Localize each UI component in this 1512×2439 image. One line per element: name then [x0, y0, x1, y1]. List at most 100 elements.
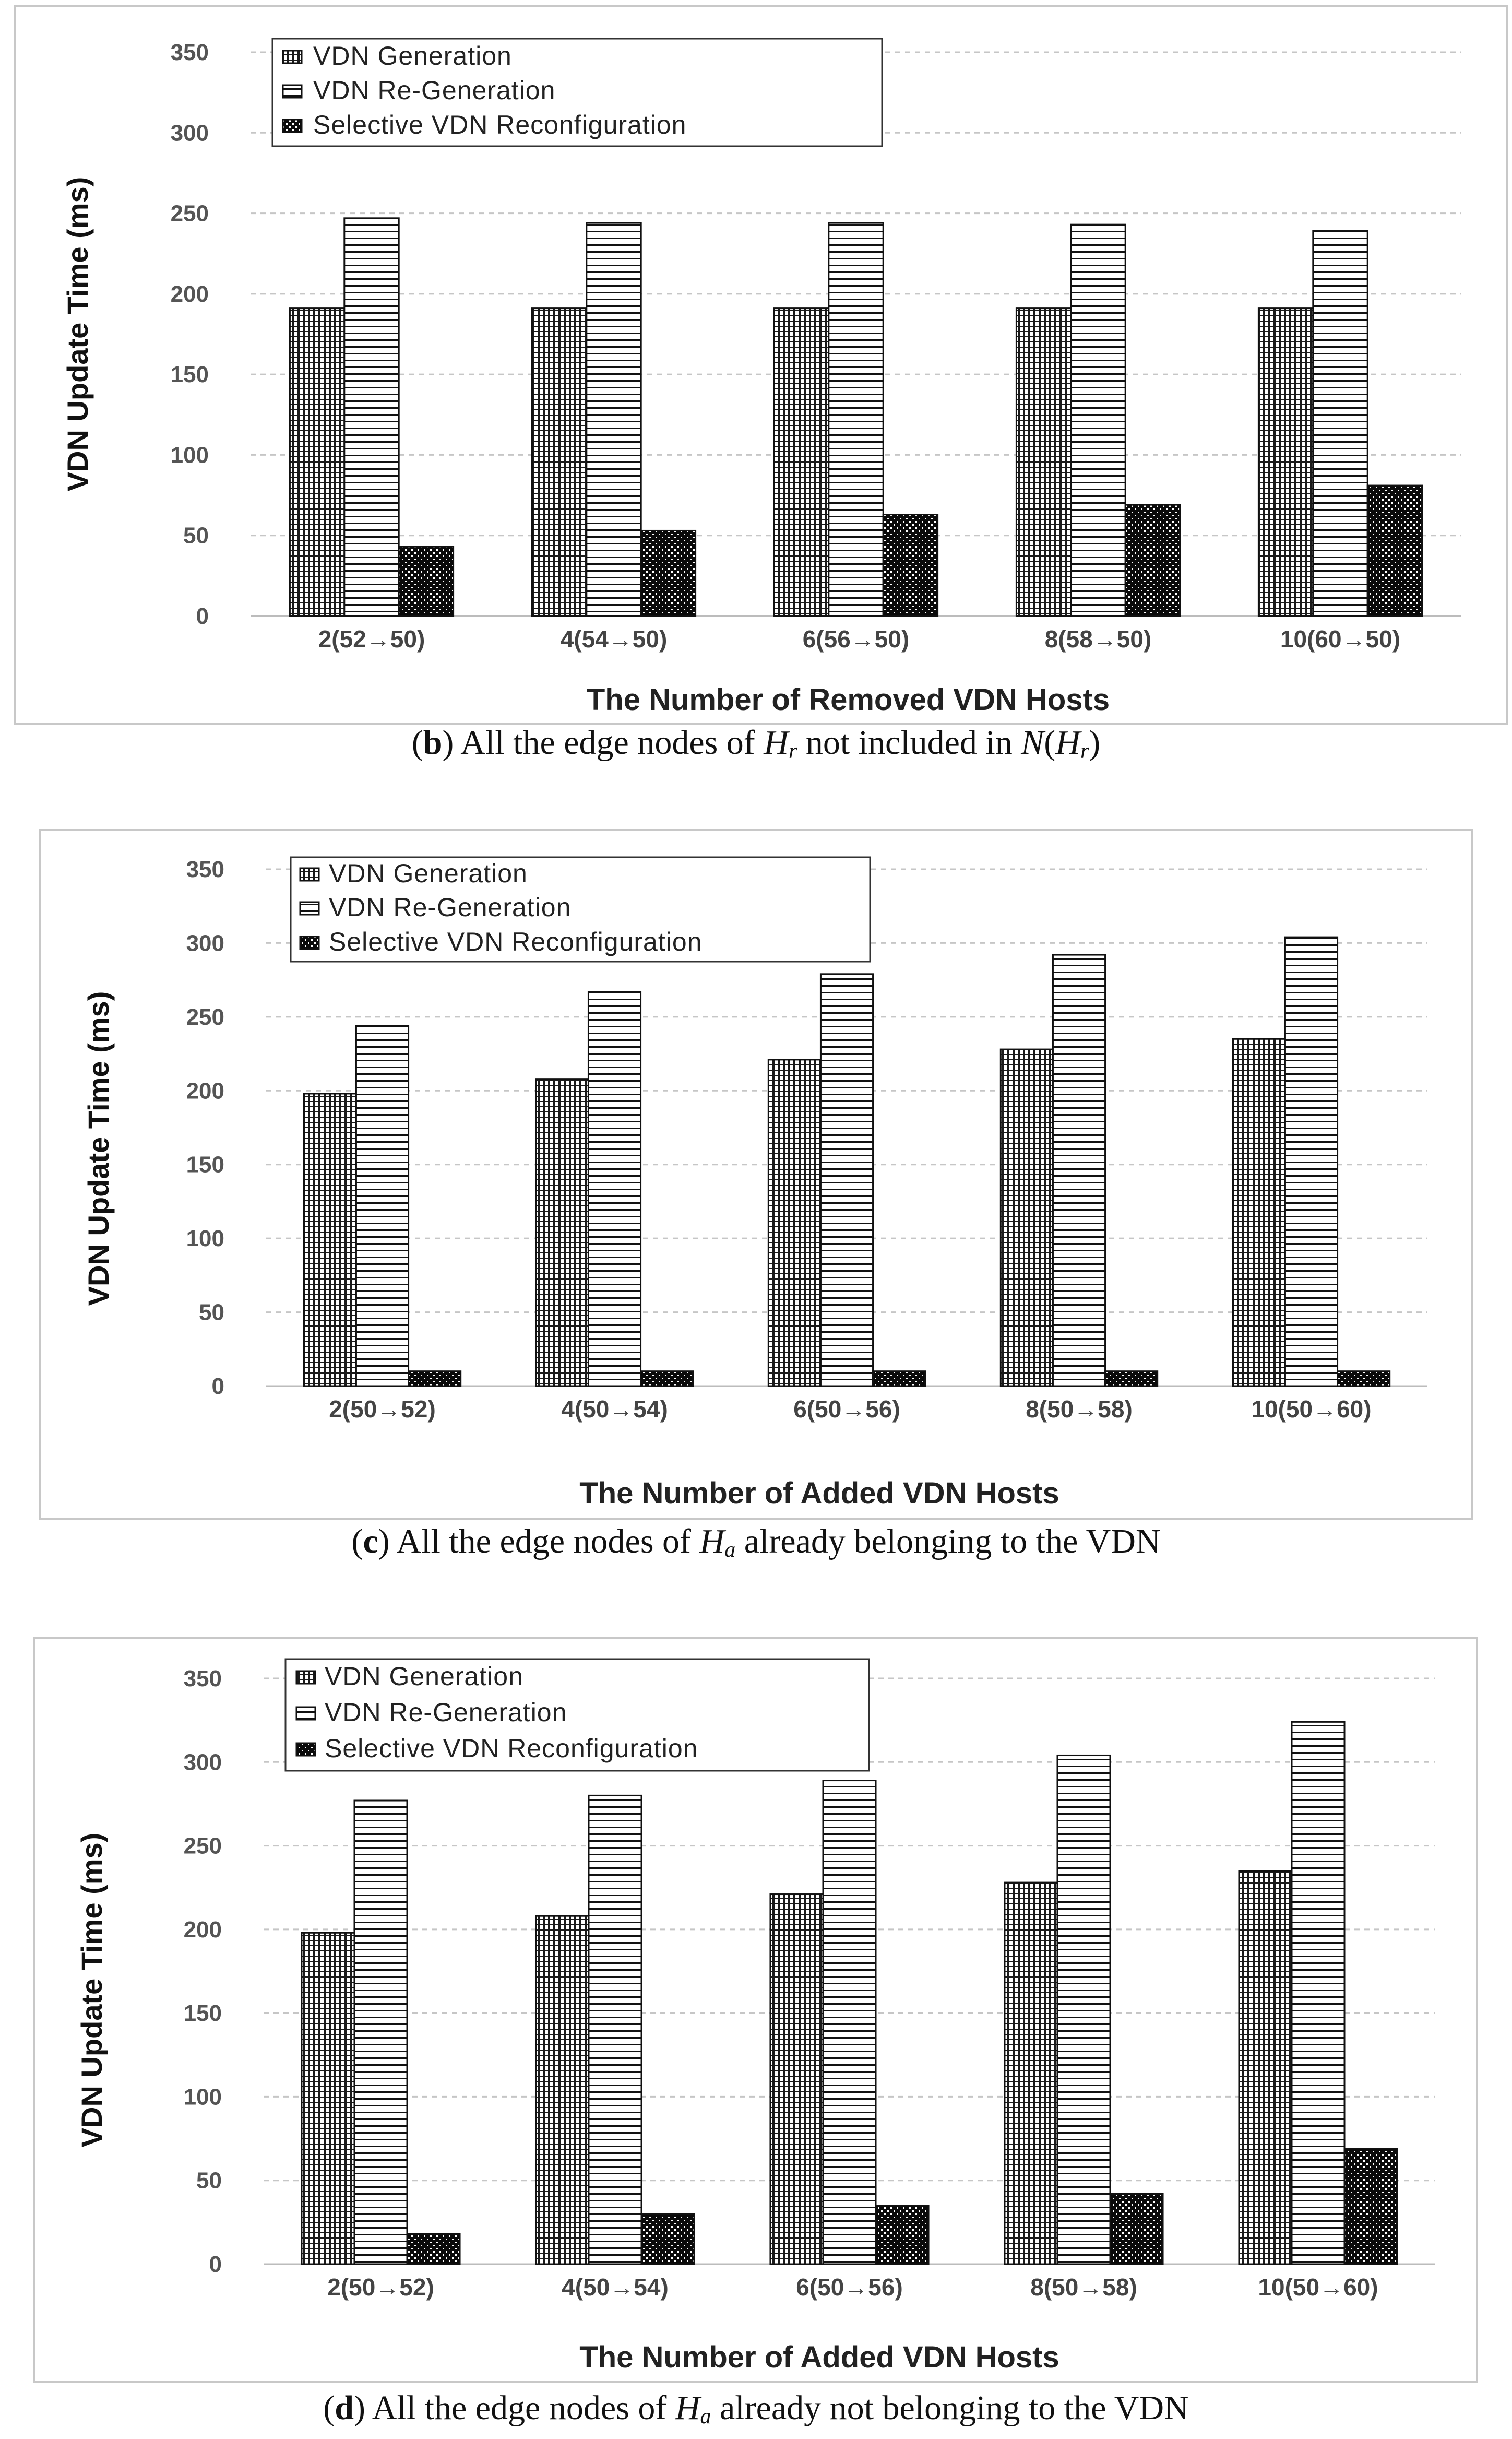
bar-selective-reconfiguration — [408, 1370, 462, 1387]
legend: VDN Generation VDN Re-Generation Selecti… — [284, 1658, 870, 1772]
bar-vdn-generation — [531, 307, 588, 617]
caption-text: All the edge nodes of — [372, 2389, 675, 2427]
x-tick-label: 8(50→58) — [1026, 1395, 1133, 1423]
bar-vdn-generation — [769, 1893, 824, 2265]
bar-vdn-generation — [999, 1048, 1054, 1387]
bar-vdn-regeneration — [1052, 954, 1106, 1387]
x-tick-label: 8(50→58) — [1030, 2274, 1137, 2301]
caption-text: already not belonging to the VDN — [711, 2389, 1189, 2427]
x-tick-label: 8(58→50) — [1045, 625, 1152, 653]
caption-text: already belonging to the VDN — [735, 1522, 1161, 1560]
bar-vdn-generation — [535, 1915, 590, 2265]
legend-swatch-regeneration — [282, 84, 303, 99]
chart-panel-b: 0 50 100 150 200 250 300 350 2(52→50) 4(54→50) 6(… — [0, 0, 1512, 726]
bar-vdn-generation — [773, 307, 830, 617]
bar-selective-reconfiguration — [1124, 504, 1181, 617]
bar-selective-reconfiguration — [1366, 484, 1423, 617]
bar-vdn-regeneration — [1056, 1754, 1111, 2265]
caption-text: All the edge nodes of — [396, 1522, 700, 1560]
y-tick-label: 200 — [186, 1078, 224, 1104]
x-axis-label: The Number of Added VDN Hosts — [579, 2340, 1059, 2374]
bar-vdn-generation — [1257, 307, 1314, 617]
y-tick-label: 50 — [183, 523, 209, 549]
legend-swatch-generation — [299, 867, 320, 882]
legend-box — [290, 856, 871, 963]
bars — [301, 1721, 1398, 2265]
y-tick-label: 300 — [171, 120, 209, 146]
caption-paren: ) — [1089, 724, 1101, 762]
x-tick-label: 6(50→56) — [793, 1395, 900, 1423]
y-tick-label: 0 — [209, 2252, 222, 2277]
bar-selective-reconfiguration — [640, 1370, 694, 1387]
bar-vdn-regeneration — [588, 1794, 642, 2265]
y-axis-label: VDN Update Time (ms) — [82, 991, 115, 1306]
bar-vdn-generation — [1004, 1881, 1058, 2265]
legend-label-generation: VDN Generation — [325, 1662, 523, 1691]
y-axis-label: VDN Update Time (ms) — [75, 1833, 108, 2148]
y-tick-label: 100 — [184, 2084, 222, 2110]
bar-vdn-generation — [535, 1078, 589, 1387]
bar-selective-reconfiguration — [872, 1370, 926, 1387]
caption-text: All the edge nodes of — [460, 724, 764, 762]
caption-sub: r — [788, 739, 797, 763]
y-tick-label: 150 — [184, 2000, 222, 2026]
bar-vdn-regeneration — [1070, 223, 1126, 617]
legend: VDN Generation VDN Re-Generation Selecti… — [290, 856, 871, 963]
y-tick-label: 100 — [186, 1226, 224, 1251]
chart-panel-d: 0 50 100 150 200 250 300 350 2(50→52) 4(50→54) 6(… — [0, 1630, 1512, 2384]
x-tick-label: 2(50→52) — [327, 2274, 434, 2301]
legend-label-regeneration: VDN Re-Generation — [313, 76, 555, 105]
legend-swatch-generation — [282, 50, 303, 64]
x-tick-label: 4(50→54) — [562, 2274, 669, 2301]
x-tick-labels: 2(52→50) 4(54→50) 6(56→50) 8(58→50) 10(60→50… — [318, 625, 1400, 653]
bar-vdn-regeneration — [586, 222, 642, 617]
chart-c: 0 50 100 150 200 250 300 350 2(50→52) 4(50→54) 6(… — [39, 829, 1473, 1520]
y-tick-label: 100 — [171, 442, 209, 468]
y-tick-labels: 0 50 100 150 200 250 300 350 — [171, 40, 209, 629]
bar-vdn-generation — [289, 307, 346, 617]
x-tick-label: 10(60→50) — [1280, 625, 1400, 653]
bar-vdn-regeneration — [353, 1799, 408, 2265]
bar-vdn-generation — [303, 1093, 357, 1387]
x-tick-label: 4(50→54) — [561, 1395, 668, 1423]
x-tick-label: 4(54→50) — [561, 625, 668, 653]
y-tick-labels: 0 50 100 150 200 250 300 350 — [186, 857, 224, 1399]
x-tick-label: 10(50→60) — [1251, 1395, 1371, 1423]
legend-swatch-generation — [295, 1670, 316, 1685]
y-tick-label: 350 — [186, 857, 224, 882]
caption-text: not included in — [797, 724, 1021, 762]
y-tick-label: 50 — [196, 2168, 222, 2194]
bar-vdn-generation — [1015, 307, 1072, 617]
legend: VDN Generation VDN Re-Generation Selecti… — [271, 38, 883, 147]
caption-letter: b — [423, 724, 443, 762]
bar-vdn-generation — [767, 1059, 822, 1387]
bar-vdn-regeneration — [1291, 1721, 1346, 2265]
bar-vdn-regeneration — [1284, 936, 1339, 1387]
bar-selective-reconfiguration — [882, 514, 939, 617]
legend-label-generation: VDN Generation — [313, 41, 512, 70]
x-axis-label: The Number of Added VDN Hosts — [579, 1476, 1059, 1510]
legend-swatch-regeneration — [299, 901, 320, 916]
y-tick-label: 250 — [186, 1004, 224, 1030]
legend-label-generation: VDN Generation — [329, 859, 528, 888]
bars — [303, 936, 1391, 1387]
y-tick-label: 250 — [184, 1833, 222, 1859]
legend-swatch-selective — [282, 119, 303, 133]
legend-swatch-regeneration — [295, 1706, 316, 1721]
bar-vdn-regeneration — [587, 991, 642, 1387]
y-tick-label: 150 — [171, 362, 209, 387]
legend-label-selective: Selective VDN Reconfiguration — [329, 927, 702, 956]
x-tick-label: 6(50→56) — [796, 2274, 903, 2301]
bar-vdn-generation — [301, 1932, 355, 2265]
bar-vdn-generation — [1232, 1038, 1286, 1387]
x-tick-labels: 2(50→52) 4(50→54) 6(50→56) 8(50→58) 10(50→60… — [327, 2274, 1378, 2301]
bar-selective-reconfiguration — [1104, 1370, 1159, 1387]
bar-selective-reconfiguration — [640, 2213, 695, 2265]
caption-paren: ( — [1044, 724, 1056, 762]
bar-selective-reconfiguration — [1109, 2193, 1164, 2265]
y-axis-label: VDN Update Time (ms) — [61, 177, 94, 492]
bar-selective-reconfiguration — [1337, 1370, 1391, 1387]
bar-vdn-regeneration — [822, 1780, 877, 2265]
y-tick-label: 200 — [171, 281, 209, 307]
x-tick-label: 10(50→60) — [1258, 2274, 1378, 2301]
